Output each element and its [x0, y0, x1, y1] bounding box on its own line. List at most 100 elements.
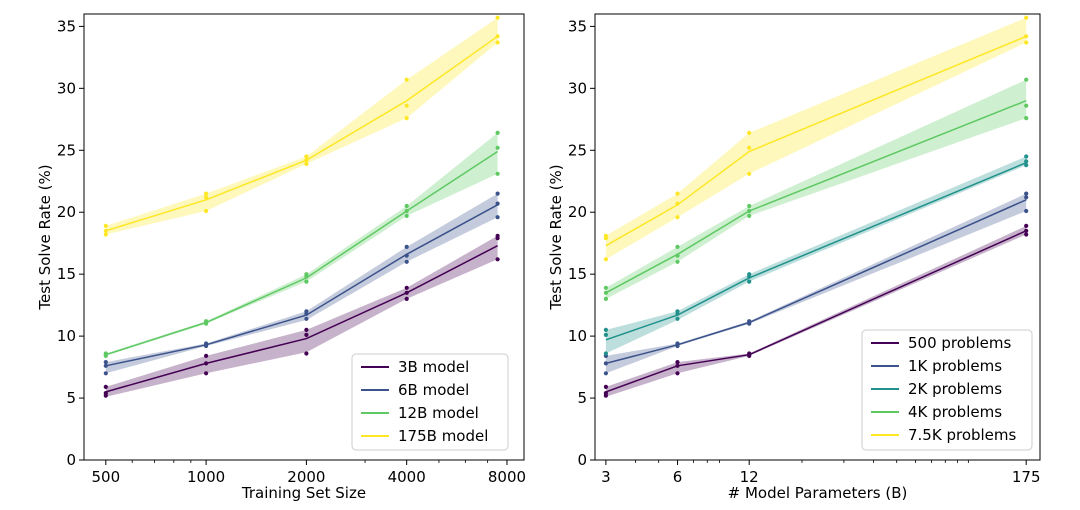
data-point [1024, 208, 1029, 214]
data-point [675, 244, 680, 249]
data-point [304, 158, 309, 163]
y-tick-label: 30 [568, 79, 587, 97]
x-tick-label: 3 [601, 468, 611, 486]
data-point [404, 259, 409, 264]
data-point [404, 253, 409, 258]
data-point [495, 130, 500, 135]
data-point [404, 208, 409, 214]
data-point [747, 351, 752, 356]
data-point [675, 341, 680, 346]
data-point [404, 213, 409, 218]
data-point [204, 341, 209, 346]
series-line-2k-problems [605, 162, 1027, 341]
legend: 500 problems 1K problems 2K problems 4K pro… [861, 329, 1033, 451]
data-point [304, 351, 309, 356]
data-point [1024, 191, 1029, 196]
data-point [103, 360, 108, 365]
data-point [204, 353, 209, 358]
data-point [404, 203, 409, 209]
data-point [603, 384, 609, 389]
y-tick-label: 10 [568, 327, 587, 345]
data-point [1024, 40, 1029, 45]
data-point [747, 203, 752, 209]
data-point [603, 351, 609, 356]
data-point [204, 319, 209, 324]
series-line-1k-problems [605, 199, 1027, 365]
data-point [747, 130, 752, 135]
legend-label: 1K problems [908, 357, 1002, 375]
x-tick-label: 6 [673, 468, 683, 486]
y-tick-label: 0 [577, 451, 587, 469]
y-tick-label: 25 [568, 141, 587, 159]
data-point [675, 215, 680, 220]
chart-model-parameters: 0 5 10 15 20 25 30 35 3 6 12 175 # Model Parameters … [547, 13, 1041, 502]
band-4k-problems [605, 79, 1027, 299]
y-tick-label: 10 [57, 327, 76, 345]
data-point [675, 371, 680, 376]
legend-label: 500 problems [908, 334, 1011, 352]
y-axis-label: Test Solve Rate (%) [547, 164, 565, 310]
data-point [495, 15, 500, 20]
data-point [675, 191, 680, 196]
data-point [304, 332, 309, 337]
data-point [1024, 223, 1029, 228]
data-point [495, 145, 500, 150]
x-tick-label: 2000 [287, 468, 325, 486]
band-6b-model [105, 193, 498, 374]
data-point [204, 361, 209, 366]
data-point [204, 195, 209, 200]
data-point [603, 257, 609, 262]
data-point [747, 171, 752, 176]
legend-label: 3B model [398, 358, 469, 376]
data-point [747, 208, 752, 214]
data-point [495, 233, 500, 238]
data-point [204, 191, 209, 196]
axes-frame [594, 13, 1041, 461]
data-point [103, 351, 108, 356]
axes-frame [83, 13, 525, 461]
y-tick-label: 25 [57, 141, 76, 159]
data-point [495, 40, 500, 45]
legend-label: 4K problems [908, 403, 1002, 421]
data-point [1024, 232, 1029, 237]
data-point [747, 213, 752, 218]
data-point [1024, 159, 1029, 164]
data-point [103, 232, 108, 237]
data-point [103, 391, 108, 396]
data-point [747, 319, 752, 324]
y-tick-label: 5 [66, 389, 76, 407]
x-tick-label: 4000 [388, 468, 426, 486]
data-point [603, 371, 609, 376]
x-tick-label: 1000 [187, 468, 225, 486]
data-point [603, 391, 609, 396]
data-point [675, 253, 680, 258]
data-point [304, 154, 309, 159]
legend-label: 7.5K problems [908, 426, 1017, 444]
data-point [304, 161, 309, 166]
data-point [1024, 163, 1029, 168]
data-point [603, 332, 609, 337]
data-point [1024, 34, 1029, 39]
y-tick-label: 15 [568, 265, 587, 283]
data-point [404, 290, 409, 295]
band-175b-model [105, 17, 498, 235]
data-point [1024, 103, 1029, 108]
chart-training-set-size: 0 5 10 15 20 25 30 35 500 1000 2000 4000 8000 Trainin… [36, 13, 526, 502]
data-point [103, 363, 108, 368]
data-point [603, 285, 609, 290]
data-point [1024, 15, 1029, 20]
data-point [603, 327, 609, 332]
data-point [103, 228, 108, 233]
legend-label: 175B model [398, 427, 488, 445]
data-point [747, 279, 752, 284]
data-point [304, 279, 309, 284]
data-point [603, 361, 609, 366]
data-point [404, 285, 409, 290]
legend-label: 12B model [398, 404, 479, 422]
data-point [495, 191, 500, 196]
data-point [495, 34, 500, 39]
band-500-problems [605, 225, 1027, 397]
data-point [603, 290, 609, 295]
data-point [675, 201, 680, 206]
series-line-3b-model [105, 245, 498, 393]
